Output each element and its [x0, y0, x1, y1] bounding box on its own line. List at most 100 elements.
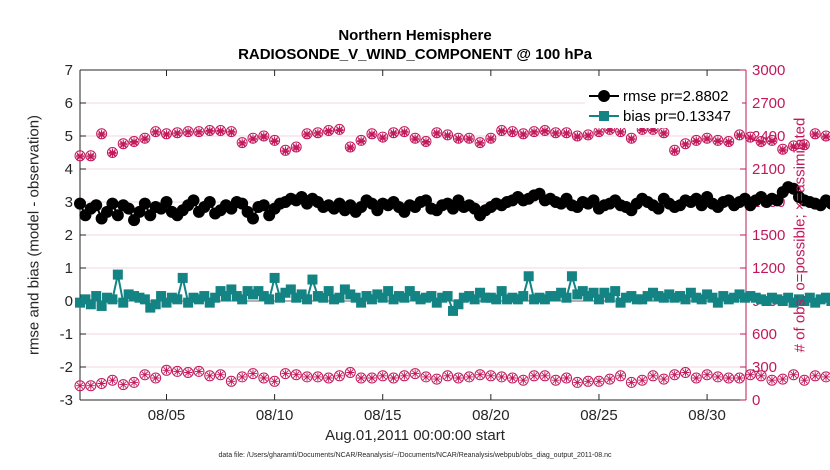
legend-rmse-label: rmse pr=2.8802: [623, 88, 728, 105]
bias-point: [821, 292, 830, 303]
obs-possible-point: [539, 370, 551, 382]
obs-star-mark: [248, 369, 257, 378]
obs-star-mark: [508, 374, 517, 382]
bias-point: [696, 294, 707, 305]
bias-point: [345, 289, 356, 300]
obs-assimilated-point: [508, 128, 517, 137]
obs-assimilated-point: [584, 132, 593, 140]
obs-assimilated-point: [519, 130, 528, 139]
bias-point: [788, 297, 799, 308]
obs-assimilated-point: [551, 129, 560, 138]
obs-assimilated-point: [757, 138, 766, 147]
obs-star-mark: [443, 371, 452, 380]
obs-assimilated-point: [411, 135, 420, 144]
bias-point: [648, 287, 659, 298]
bias-point: [350, 292, 361, 303]
legend-bias-label: bias pr=0.13347: [623, 108, 731, 125]
bias-point: [312, 291, 323, 302]
obs-assimilated-point: [346, 144, 355, 153]
obs-star-mark: [811, 371, 820, 380]
obs-assimilated-point: [703, 135, 712, 144]
obs-star-mark: [465, 372, 474, 381]
obs-possible-point: [96, 378, 108, 389]
obs-assimilated-point: [97, 130, 106, 139]
obs-possible-point: [333, 370, 345, 382]
obs-star-mark: [789, 370, 798, 379]
x-tick-label: 08/25: [580, 407, 618, 424]
bias-point: [642, 291, 653, 302]
obs-assimilated-point: [335, 126, 344, 135]
rmse-point: [122, 202, 135, 215]
y-left-tick-label: -2: [60, 359, 73, 376]
obs-assimilated-point: [638, 126, 647, 135]
obs-possible-point: [388, 372, 400, 384]
obs-assimilated-point: [367, 130, 376, 139]
obs-star-mark: [270, 377, 279, 386]
obs-assimilated-point: [389, 129, 398, 138]
obs-possible-point: [636, 374, 648, 386]
obs-star-mark: [162, 366, 171, 375]
bias-point: [420, 292, 431, 303]
obs-star-mark: [378, 371, 387, 380]
bias-point: [91, 291, 102, 302]
obs-possible-point: [615, 370, 627, 382]
obs-star-mark: [86, 381, 95, 390]
obs-possible-point: [604, 373, 616, 385]
obs-assimilated-point: [562, 129, 571, 138]
obs-assimilated-point: [108, 149, 117, 158]
y-axis-left-label: rmse and bias (model - observation): [25, 114, 43, 356]
obs-possible-point: [409, 368, 421, 380]
obs-possible-point: [420, 371, 432, 383]
bias-point: [231, 291, 242, 302]
obs-star-mark: [540, 371, 549, 380]
obs-assimilated-point: [692, 137, 701, 146]
obs-star-mark: [616, 371, 625, 380]
bias-point: [680, 294, 691, 305]
bias-point: [388, 294, 399, 305]
bias-point: [783, 292, 794, 303]
bias-point: [691, 292, 702, 303]
obs-possible-point: [723, 372, 735, 384]
obs-star-mark: [476, 370, 485, 379]
obs-star-mark: [324, 374, 333, 382]
obs-star-mark: [681, 368, 690, 377]
bias-point: [512, 294, 523, 305]
obs-star-mark: [486, 371, 495, 380]
obs-star-mark: [584, 377, 593, 386]
obs-star-mark: [551, 376, 560, 385]
obs-possible-point: [182, 367, 194, 378]
y-left-tick-label: 5: [65, 128, 73, 145]
bias-point: [529, 294, 540, 305]
obs-assimilated-point: [303, 130, 312, 139]
bias-point: [475, 287, 486, 298]
legend-box: [585, 82, 742, 128]
bias-point: [275, 292, 286, 303]
y-right-tick-label: 3000: [752, 62, 785, 79]
bias-point: [307, 274, 318, 285]
obs-assimilated-point: [378, 134, 387, 143]
obs-possible-point: [150, 372, 162, 384]
obs-star-mark: [400, 371, 409, 380]
bias-point: [545, 291, 556, 302]
bias-point: [815, 294, 826, 305]
bias-point: [599, 287, 610, 298]
obs-star-mark: [281, 369, 290, 378]
bias-point: [215, 286, 226, 297]
obs-star-mark: [130, 378, 139, 387]
bias-point: [626, 291, 637, 302]
obs-possible-point: [809, 370, 821, 382]
bias-point: [399, 292, 410, 303]
obs-possible-point: [431, 373, 443, 385]
obs-possible-point: [215, 369, 227, 381]
bias-point: [237, 294, 248, 305]
obs-assimilated-point: [681, 140, 690, 149]
y-left-tick-label: -3: [60, 392, 73, 409]
obs-star-mark: [97, 379, 106, 388]
obs-assimilated-point: [605, 126, 614, 135]
obs-star-mark: [724, 374, 733, 382]
bias-point: [329, 294, 340, 305]
bias-point: [756, 294, 767, 305]
obs-assimilated-point: [184, 128, 193, 137]
bias-point: [810, 297, 821, 308]
